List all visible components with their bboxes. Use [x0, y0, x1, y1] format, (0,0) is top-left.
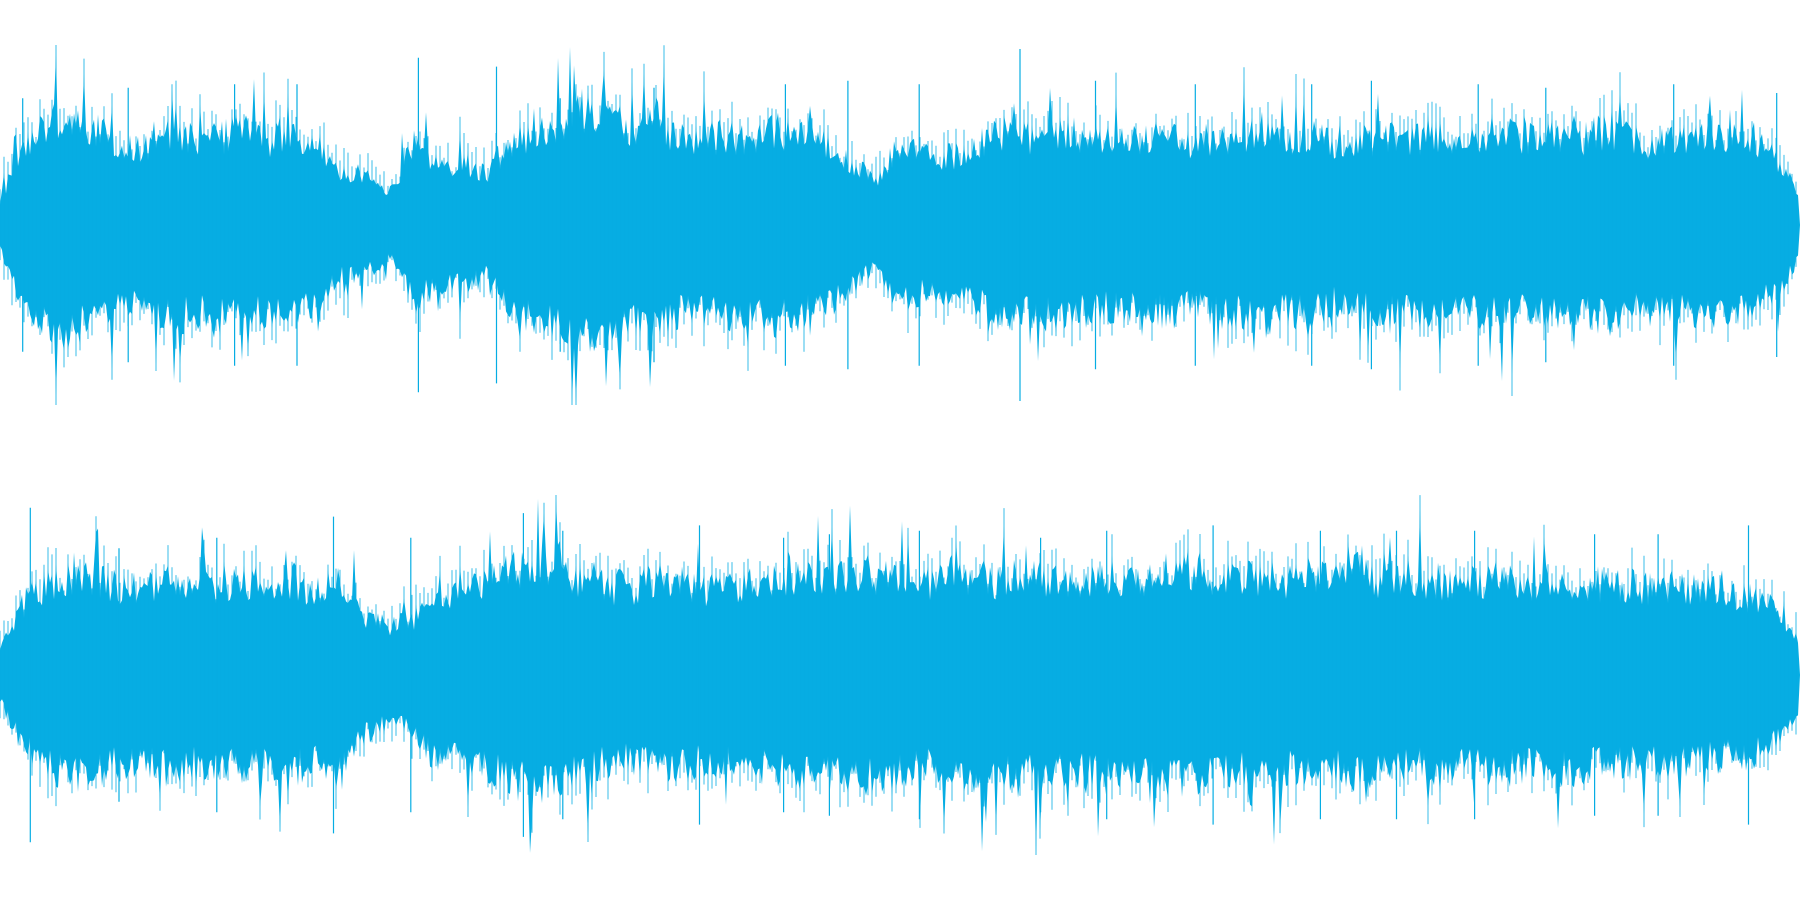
waveform-channel-left	[0, 45, 1800, 405]
waveform-channel-right-plot	[0, 495, 1800, 855]
waveform-channel-left-plot	[0, 45, 1800, 405]
waveform-channel-right	[0, 495, 1800, 855]
